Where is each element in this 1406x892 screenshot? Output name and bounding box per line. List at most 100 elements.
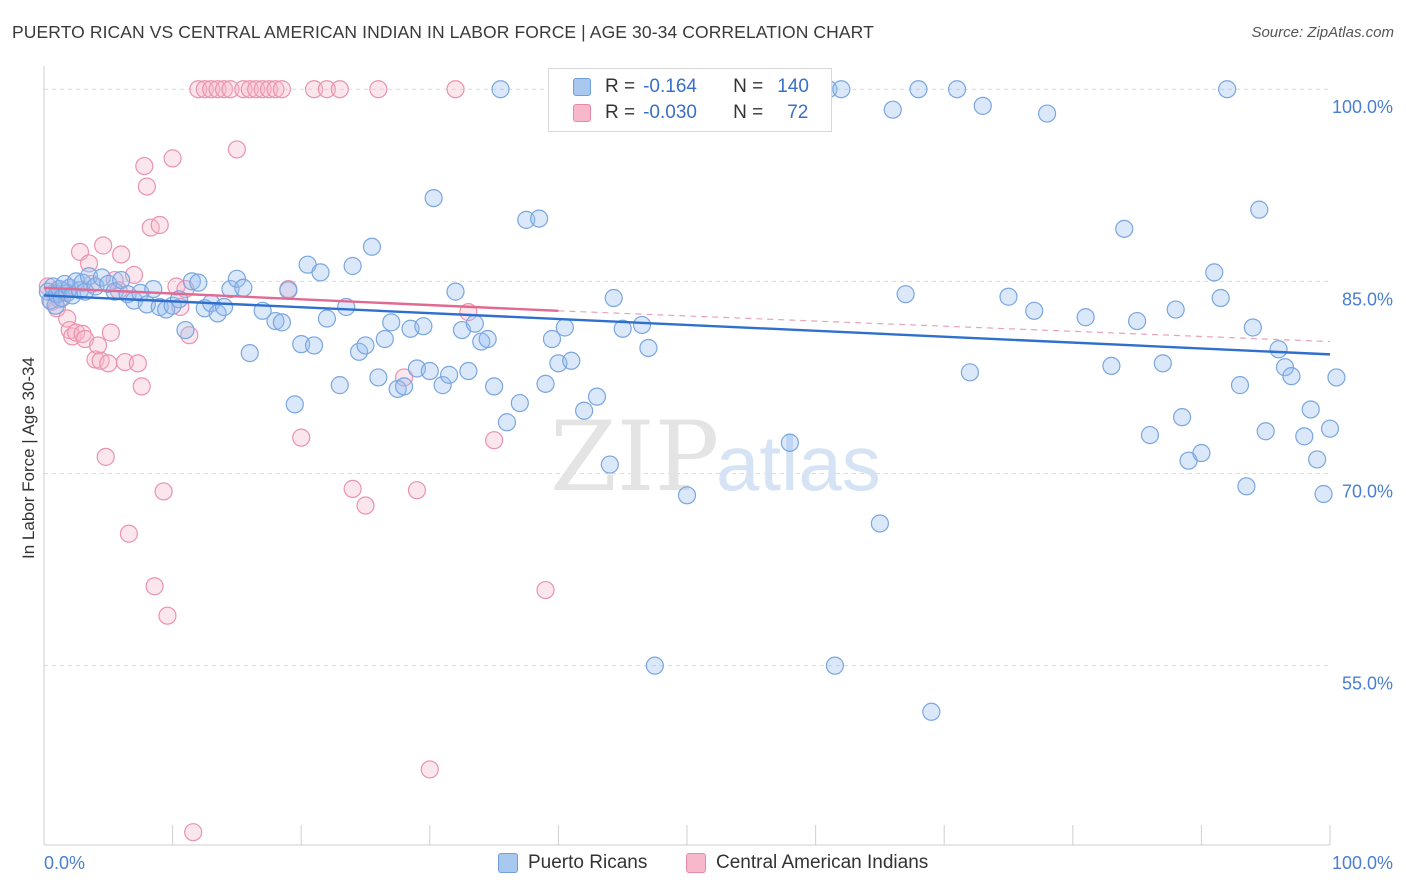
- point-puerto-ricans: [542, 329, 562, 349]
- point-central-american-indians: [137, 177, 156, 196]
- point-central-american-indians: [221, 80, 240, 99]
- point-puerto-ricans: [356, 336, 375, 355]
- point-puerto-ricans: [555, 318, 574, 337]
- source-credit: Source: ZipAtlas.com: [1251, 24, 1394, 41]
- legend-label: Puerto Ricans: [528, 852, 648, 873]
- point-puerto-ricans: [1211, 288, 1230, 308]
- point-puerto-ricans: [227, 269, 246, 288]
- point-puerto-ricans: [382, 313, 401, 332]
- point-central-american-indians: [259, 80, 279, 99]
- point-puerto-ricans: [1115, 219, 1134, 238]
- legend-swatch-pink: [686, 853, 706, 873]
- point-puerto-ricans: [922, 702, 941, 721]
- point-puerto-ricans: [497, 413, 517, 432]
- point-puerto-ricans: [176, 320, 195, 340]
- legend-label: Central American Indians: [716, 852, 929, 873]
- point-central-american-indians: [119, 524, 138, 543]
- x-tick-label: 0.0%: [44, 853, 85, 873]
- y-tick-label: 55.0%: [1342, 674, 1393, 694]
- point-central-american-indians: [154, 482, 173, 501]
- chart-title: PUERTO RICAN VS CENTRAL AMERICAN INDIAN …: [12, 22, 874, 42]
- point-central-american-indians: [343, 479, 362, 498]
- point-central-american-indians: [101, 323, 120, 342]
- point-puerto-ricans: [1076, 308, 1095, 327]
- point-central-american-indians: [304, 80, 324, 99]
- point-puerto-ricans: [780, 433, 799, 452]
- point-puerto-ricans: [870, 514, 890, 533]
- point-central-american-indians: [135, 156, 154, 176]
- point-central-american-indians: [132, 377, 151, 396]
- correlation-legend: R = -0.164 N = 140 R = -0.030 N = 72: [548, 68, 832, 132]
- point-puerto-ricans: [645, 656, 664, 675]
- legend-n-label: N =: [733, 76, 764, 97]
- y-tick-label: 100.0%: [1332, 97, 1393, 117]
- point-puerto-ricans: [1295, 427, 1314, 446]
- tick-labels: 100.0% 85.0% 70.0% 55.0% 0.0% 100.0%: [44, 97, 1393, 873]
- point-puerto-ricans: [632, 315, 652, 335]
- point-puerto-ricans: [1192, 443, 1211, 463]
- point-puerto-ricans: [459, 361, 478, 381]
- point-puerto-ricans: [973, 96, 992, 115]
- point-puerto-ricans: [1301, 400, 1320, 419]
- point-puerto-ricans: [1275, 358, 1295, 377]
- point-puerto-ricans: [1166, 300, 1185, 319]
- point-puerto-ricans: [317, 309, 337, 328]
- point-central-american-indians: [272, 80, 292, 99]
- point-puerto-ricans: [960, 363, 980, 382]
- point-central-american-indians: [94, 236, 113, 255]
- legend-n-value: 72: [787, 102, 809, 123]
- point-puerto-ricans: [1127, 311, 1147, 331]
- point-puerto-ricans: [182, 272, 201, 291]
- point-puerto-ricans: [947, 80, 967, 99]
- point-central-american-indians: [420, 760, 439, 779]
- point-central-american-indians: [253, 80, 272, 99]
- point-central-american-indians: [88, 336, 108, 355]
- legend-swatch-blue: [498, 853, 518, 873]
- point-puerto-ricans: [420, 361, 439, 381]
- point-puerto-ricans: [285, 395, 304, 414]
- point-puerto-ricans: [1230, 376, 1250, 395]
- point-central-american-indians: [184, 823, 203, 842]
- point-central-american-indians: [96, 447, 115, 466]
- watermark-zip: ZIP: [550, 401, 719, 513]
- grid-lines: [44, 88, 1330, 667]
- point-central-american-indians: [247, 80, 266, 99]
- point-puerto-ricans: [909, 80, 928, 99]
- legend-item-central-american-indians[interactable]: Central American Indians: [686, 852, 928, 874]
- point-puerto-ricans: [240, 343, 259, 363]
- point-puerto-ricans: [587, 387, 607, 406]
- series-central-american-indians: [38, 80, 555, 842]
- legend-item-puerto-ricans[interactable]: Puerto Ricans: [498, 852, 647, 874]
- point-puerto-ricans: [424, 188, 443, 208]
- axes: [43, 66, 1331, 846]
- point-puerto-ricans: [439, 365, 459, 384]
- point-central-american-indians: [189, 80, 208, 99]
- point-puerto-ricans: [394, 377, 414, 396]
- point-puerto-ricans: [600, 455, 619, 474]
- point-central-american-indians: [240, 80, 259, 99]
- point-puerto-ricans: [292, 335, 311, 354]
- point-puerto-ricans: [1037, 104, 1057, 123]
- legend-n-value: 140: [777, 76, 809, 97]
- point-central-american-indians: [266, 80, 285, 99]
- x-tick-label: 100.0%: [1332, 853, 1393, 873]
- point-puerto-ricans: [485, 377, 504, 396]
- point-puerto-ricans: [1269, 340, 1288, 359]
- point-puerto-ricans: [311, 263, 330, 282]
- point-puerto-ricans: [575, 401, 594, 420]
- point-puerto-ricans: [1250, 200, 1269, 219]
- point-puerto-ricans: [530, 209, 549, 228]
- point-puerto-ricans: [465, 314, 484, 333]
- point-puerto-ricans: [446, 282, 465, 301]
- trend-line-puerto-ricans: [43, 294, 1331, 356]
- legend-row-puerto-ricans: R = -0.164 N = 140: [573, 74, 809, 100]
- point-puerto-ricans: [304, 336, 324, 355]
- trend-lines: [43, 286, 1331, 356]
- point-central-american-indians: [407, 481, 427, 500]
- point-puerto-ricans: [1140, 425, 1160, 445]
- point-puerto-ricans: [677, 486, 697, 505]
- point-central-american-indians: [317, 80, 337, 99]
- point-central-american-indians: [292, 428, 311, 447]
- point-puerto-ricans: [1256, 422, 1275, 441]
- point-puerto-ricans: [1218, 80, 1237, 99]
